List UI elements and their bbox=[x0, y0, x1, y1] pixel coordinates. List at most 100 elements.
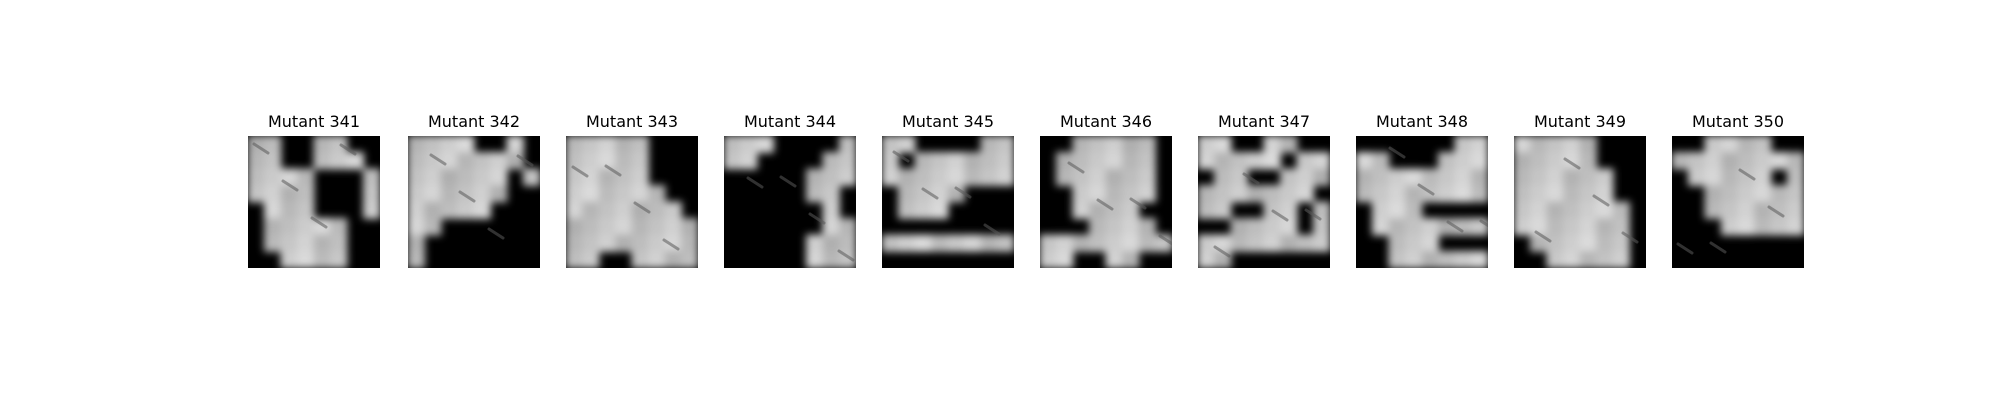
light-block bbox=[1296, 234, 1314, 252]
mutant-image bbox=[1040, 136, 1172, 268]
light-block bbox=[1105, 185, 1123, 203]
light-block bbox=[1579, 152, 1597, 170]
light-block bbox=[882, 152, 899, 170]
light-block bbox=[1263, 234, 1281, 252]
texture-stroke bbox=[1534, 230, 1552, 243]
light-block bbox=[408, 168, 425, 186]
light-block bbox=[424, 168, 442, 186]
light-block bbox=[1089, 234, 1107, 252]
light-block bbox=[1787, 168, 1804, 186]
light-block bbox=[1138, 136, 1156, 153]
light-block bbox=[408, 185, 425, 203]
light-block bbox=[1372, 168, 1390, 186]
light-block bbox=[724, 136, 741, 153]
light-block bbox=[248, 185, 265, 203]
light-block bbox=[1787, 152, 1804, 170]
texture-stroke bbox=[1129, 197, 1147, 210]
light-block bbox=[1230, 152, 1248, 170]
light-block bbox=[1579, 234, 1597, 252]
light-block bbox=[1122, 218, 1140, 236]
light-block bbox=[648, 185, 666, 203]
light-block bbox=[1563, 234, 1581, 252]
panel-title: Mutant 346 bbox=[1059, 112, 1153, 131]
light-block bbox=[1122, 234, 1140, 252]
light-block bbox=[440, 185, 458, 203]
light-block bbox=[964, 234, 982, 252]
light-block bbox=[1514, 185, 1531, 203]
light-block bbox=[648, 218, 666, 236]
light-block bbox=[1247, 152, 1265, 170]
light-block bbox=[408, 218, 425, 236]
texture-stroke bbox=[1676, 242, 1694, 255]
light-block bbox=[1579, 185, 1597, 203]
light-block bbox=[264, 234, 282, 252]
light-block bbox=[980, 234, 998, 252]
light-block bbox=[424, 185, 442, 203]
light-block bbox=[1122, 185, 1140, 203]
light-block bbox=[947, 168, 965, 186]
light-block bbox=[1438, 251, 1456, 268]
light-block bbox=[1040, 251, 1057, 268]
light-block bbox=[408, 251, 425, 268]
light-block bbox=[839, 152, 856, 170]
light-block bbox=[681, 234, 698, 252]
light-block bbox=[615, 185, 633, 203]
light-block bbox=[1579, 201, 1597, 219]
light-block bbox=[1072, 201, 1090, 219]
light-block bbox=[566, 152, 583, 170]
light-block bbox=[1612, 218, 1630, 236]
light-block bbox=[931, 234, 949, 252]
light-block bbox=[440, 152, 458, 170]
light-block bbox=[1454, 251, 1472, 268]
texture-stroke bbox=[662, 238, 680, 251]
light-block bbox=[1471, 251, 1488, 268]
light-block bbox=[1056, 234, 1074, 252]
light-block bbox=[457, 136, 475, 153]
light-block bbox=[898, 136, 916, 153]
light-block bbox=[631, 185, 649, 203]
light-block bbox=[1263, 185, 1281, 203]
light-block bbox=[1122, 136, 1140, 153]
texture-stroke bbox=[1242, 172, 1260, 185]
light-block bbox=[1563, 168, 1581, 186]
light-block bbox=[297, 234, 315, 252]
light-block bbox=[598, 201, 616, 219]
light-block bbox=[806, 234, 824, 252]
texture-stroke bbox=[1271, 209, 1289, 222]
panel-mutant-348: Mutant 348 bbox=[1356, 112, 1488, 268]
light-block bbox=[1247, 234, 1265, 252]
light-block bbox=[1280, 185, 1298, 203]
light-block bbox=[631, 234, 649, 252]
light-block bbox=[681, 218, 698, 236]
light-block bbox=[898, 234, 916, 252]
panel-title: Mutant 350 bbox=[1691, 112, 1785, 131]
light-block bbox=[1737, 201, 1755, 219]
light-block bbox=[408, 234, 425, 252]
light-block bbox=[1122, 152, 1140, 170]
light-block bbox=[1530, 185, 1548, 203]
panel-mutant-350: Mutant 350 bbox=[1672, 112, 1804, 268]
light-block bbox=[1230, 168, 1248, 186]
light-block bbox=[1787, 218, 1804, 236]
light-block bbox=[297, 201, 315, 219]
light-block bbox=[1372, 152, 1390, 170]
texture-stroke bbox=[1388, 146, 1406, 159]
light-block bbox=[1214, 136, 1232, 153]
light-block bbox=[997, 234, 1014, 252]
light-block bbox=[598, 136, 616, 153]
light-block bbox=[566, 201, 583, 219]
light-block bbox=[440, 201, 458, 219]
light-block bbox=[898, 201, 916, 219]
light-block bbox=[363, 201, 380, 219]
texture-stroke bbox=[983, 223, 1001, 236]
light-block bbox=[631, 168, 649, 186]
panel-mutant-349: Mutant 349 bbox=[1514, 112, 1646, 268]
texture-stroke bbox=[808, 212, 826, 225]
light-block bbox=[1754, 185, 1772, 203]
light-block bbox=[1214, 152, 1232, 170]
light-block bbox=[1214, 185, 1232, 203]
light-block bbox=[1754, 201, 1772, 219]
light-block bbox=[756, 136, 774, 153]
texture-stroke bbox=[1563, 157, 1581, 170]
light-block bbox=[1421, 251, 1439, 268]
